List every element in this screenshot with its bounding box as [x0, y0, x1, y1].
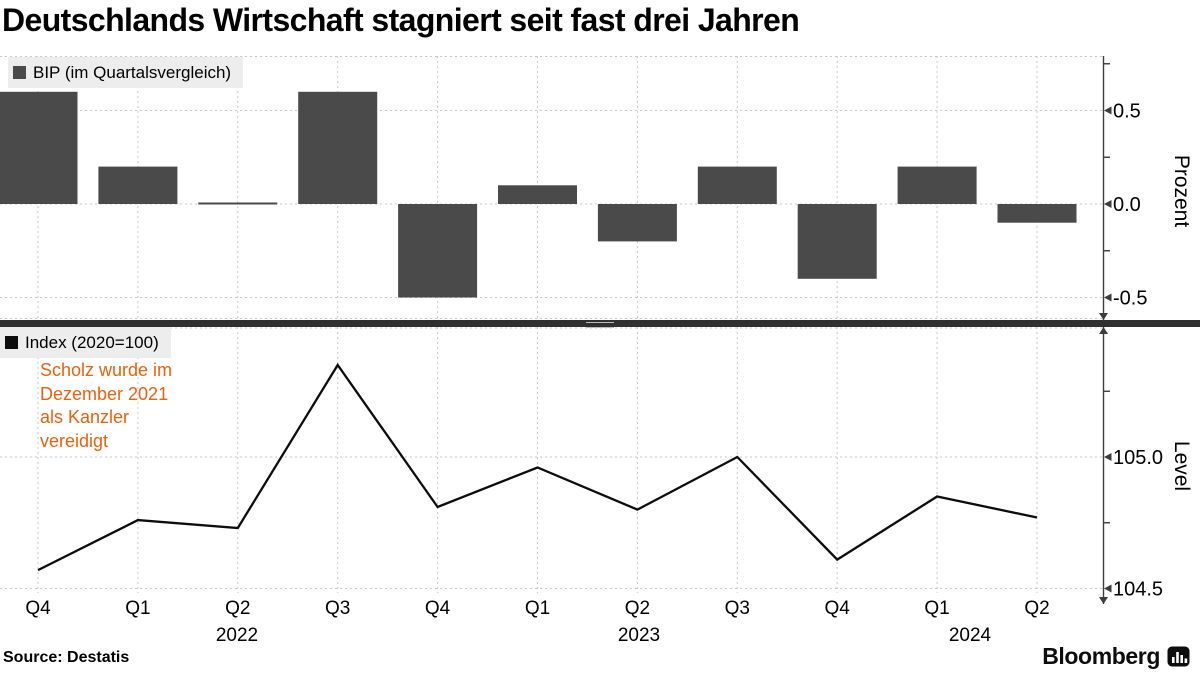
bloomberg-logo: Bloomberg [1042, 643, 1190, 670]
bar [398, 204, 478, 298]
bar [298, 91, 378, 204]
x-year-label: 2024 [949, 625, 992, 646]
bar [98, 166, 178, 204]
annotation-line: Scholz wurde im [40, 360, 173, 380]
chart-title: Deutschlands Wirtschaft stagniert seit f… [2, 2, 800, 38]
x-tick-label: Q2 [625, 598, 650, 619]
axis-arrow-down [1099, 313, 1108, 320]
legend-bip-label: BIP (im Quartalsvergleich) [33, 63, 232, 82]
bar [797, 204, 877, 279]
annotation-line: Dezember 2021 [40, 383, 169, 404]
gdp-index-line-chart: 105.0 104.5 Level Q4 Q1 Q2 Q3 Q4 Q1 Q2 Q3 Q4 Q1 Q2 202… [0, 327, 1193, 646]
axis-arrow-down [1099, 597, 1108, 604]
bip-legend-swatch-icon [13, 66, 26, 79]
major-tick-arrow [1104, 584, 1112, 593]
major-tick-arrow [1104, 293, 1112, 302]
annotation-line: als Kanzler [40, 407, 130, 427]
x-tick-label: Q4 [25, 598, 51, 619]
x-tick-label: Q1 [125, 598, 150, 619]
pane-divider [0, 320, 1200, 328]
x-tick-label: Q1 [924, 598, 949, 619]
divider-drag-handle-icon[interactable] [586, 321, 614, 328]
major-tick-arrow [1104, 200, 1112, 208]
y-axis-title: Prozent [1170, 155, 1193, 228]
major-tick-arrow [1104, 106, 1112, 115]
x-tick-label: Q1 [525, 598, 550, 619]
source-label: Source: Destatis [3, 649, 130, 666]
x-tick-label: Q4 [825, 598, 851, 619]
index-line [37, 362, 1038, 572]
x-tick-label: Q2 [1024, 598, 1049, 619]
major-tick-arrow [1104, 453, 1112, 461]
legend-bip: BIP (im Quartalsvergleich) [8, 57, 244, 88]
y-tick-label: 0.0 [1113, 194, 1141, 216]
bar [198, 202, 278, 205]
y-tick-label: -0.5 [1113, 288, 1147, 310]
bar [597, 204, 677, 242]
bloomberg-wordmark: Bloomberg [1042, 643, 1160, 669]
bar [0, 91, 78, 204]
annotation-line: vereidigt [40, 430, 109, 451]
y-tick-label: 0.5 [1113, 101, 1141, 123]
x-tick-label: Q2 [225, 598, 250, 619]
x-tick-label: Q3 [325, 598, 350, 619]
y-axis-title: Level [1170, 441, 1193, 491]
legend-index-label: Index (2020=100) [25, 333, 159, 352]
bar [498, 185, 577, 204]
x-year-label: 2022 [216, 625, 258, 646]
y-tick-label: 105.0 [1113, 447, 1163, 469]
bar [897, 166, 977, 204]
y-tick-label: 104.5 [1113, 579, 1163, 601]
x-year-label: 2023 [618, 625, 660, 646]
gdp-quarterly-bar-chart: 0.5 0.0 -0.5 Prozent [0, 56, 1193, 320]
legend-index: Index (2020=100) [0, 327, 171, 358]
bar-chart-icon [1167, 646, 1190, 667]
axis-arrow-up [1099, 327, 1108, 334]
x-tick-label: Q4 [425, 598, 451, 619]
index-legend-swatch-icon [5, 336, 18, 349]
scholz-annotation: Scholz wurde im Dezember 2021 als Kanzle… [40, 359, 172, 453]
bar [997, 204, 1077, 223]
bar [697, 166, 777, 204]
x-tick-label: Q3 [725, 598, 750, 619]
